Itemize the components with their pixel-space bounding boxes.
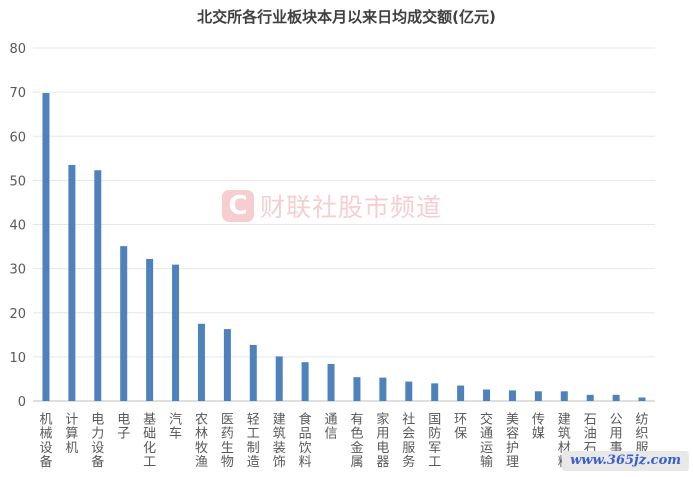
x-tick-label: 国防军工 <box>428 413 441 470</box>
bar <box>146 258 154 401</box>
y-tick-label: 50 <box>9 174 26 189</box>
bar <box>94 170 102 401</box>
y-tick-label: 0 <box>18 395 26 410</box>
y-tick-label: 60 <box>9 130 26 145</box>
bar <box>301 362 309 401</box>
x-tick-label: 建筑装饰 <box>273 413 286 470</box>
bar <box>483 389 491 401</box>
y-tick-label: 30 <box>9 263 26 278</box>
bar <box>353 377 361 401</box>
x-tick-label: 医药生物 <box>221 413 234 470</box>
bar <box>249 344 257 401</box>
x-tick-label: 社会服务 <box>402 412 415 470</box>
x-tick-label: 环保 <box>454 413 467 442</box>
x-tick-label: 基础化工 <box>143 413 156 470</box>
y-tick-label: 70 <box>9 86 26 101</box>
x-tick-label: 电子 <box>117 413 130 442</box>
bar <box>197 323 205 401</box>
y-tick-label: 80 <box>9 42 26 57</box>
bar <box>172 264 180 401</box>
bar <box>379 377 387 401</box>
bar <box>457 385 465 401</box>
bar <box>405 381 413 401</box>
x-tick-label: 美容护理 <box>506 413 519 470</box>
x-tick-label: 电力设备 <box>91 413 104 470</box>
bar <box>612 394 620 401</box>
x-tick-label: 交通运输 <box>480 412 493 470</box>
chart-title: 北交所各行业板块本月以来日均成交额(亿元) <box>197 8 496 26</box>
bar <box>223 329 231 401</box>
bar <box>431 383 439 401</box>
cls-logo-icon: C <box>222 190 254 222</box>
watermark-text: 财联社股市频道 <box>260 193 443 222</box>
x-tick-label: 传媒 <box>532 413 545 442</box>
bar <box>560 391 568 401</box>
x-tick-label: 机械设备 <box>39 413 52 470</box>
x-tick-label: 食品饮料 <box>299 412 312 470</box>
bar <box>275 356 283 401</box>
y-tick-label: 10 <box>9 351 26 366</box>
x-tick-label: 有色金属 <box>350 413 363 470</box>
bar <box>120 246 128 401</box>
bar <box>638 397 646 401</box>
x-tick-label: 汽车 <box>169 413 182 442</box>
x-tick-label: 轻工制造 <box>247 413 260 470</box>
bar <box>68 164 76 401</box>
x-tick-label: 计算机 <box>65 413 78 456</box>
x-tick-label: 农林牧渔 <box>195 413 208 470</box>
bar <box>327 363 335 401</box>
bar <box>586 394 594 401</box>
x-tick-label: 通信 <box>325 413 338 442</box>
bar <box>508 390 516 401</box>
y-tick-label: 20 <box>9 307 26 322</box>
bar <box>534 391 542 401</box>
watermark: C 财联社股市频道 <box>222 188 442 224</box>
x-tick-label: 家用电器 <box>376 412 389 470</box>
y-tick-label: 40 <box>9 219 26 234</box>
site-tag: www.365jz.com <box>562 451 689 471</box>
bar <box>42 93 50 401</box>
